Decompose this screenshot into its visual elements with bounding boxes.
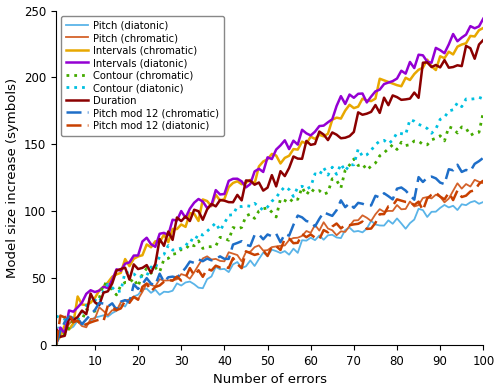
Pitch mod 12 (chromatic) — [308, 220, 314, 224]
Pitch (diatonic) — [450, 203, 456, 208]
Contour (chromatic) — [152, 265, 158, 270]
Duration — [278, 169, 283, 174]
Pitch mod 12 (chromatic) — [480, 156, 486, 160]
Pitch (chromatic) — [472, 178, 478, 182]
Line: Intervals (diatonic): Intervals (diatonic) — [56, 18, 484, 345]
Contour (diatonic) — [476, 95, 482, 100]
Pitch (chromatic) — [156, 277, 162, 281]
Pitch (chromatic) — [480, 181, 486, 185]
Intervals (diatonic) — [273, 147, 279, 152]
Intervals (diatonic) — [458, 35, 464, 40]
Pitch (diatonic) — [480, 200, 486, 204]
Contour (chromatic) — [458, 125, 464, 129]
Pitch mod 12 (diatonic) — [152, 285, 158, 289]
Intervals (chromatic) — [53, 340, 59, 345]
Contour (diatonic) — [278, 189, 283, 194]
Intervals (chromatic) — [480, 25, 486, 30]
Duration — [156, 237, 162, 241]
Line: Pitch mod 12 (chromatic): Pitch mod 12 (chromatic) — [56, 158, 484, 345]
Pitch mod 12 (chromatic) — [135, 287, 141, 291]
Contour (diatonic) — [140, 274, 145, 279]
Duration — [140, 265, 145, 270]
Pitch mod 12 (diatonic) — [446, 191, 452, 195]
Pitch (diatonic) — [53, 325, 59, 330]
Intervals (diatonic) — [53, 343, 59, 348]
Duration — [58, 334, 64, 339]
Contour (diatonic) — [312, 171, 318, 176]
Intervals (chromatic) — [152, 239, 158, 243]
Contour (chromatic) — [446, 125, 452, 129]
Line: Pitch (chromatic): Pitch (chromatic) — [56, 180, 484, 334]
Contour (diatonic) — [74, 318, 80, 323]
Contour (diatonic) — [156, 254, 162, 258]
Duration — [450, 65, 456, 69]
Pitch mod 12 (chromatic) — [152, 283, 158, 287]
Intervals (chromatic) — [135, 254, 141, 259]
Intervals (diatonic) — [135, 253, 141, 258]
Pitch mod 12 (diatonic) — [273, 244, 279, 249]
Line: Pitch (diatonic): Pitch (diatonic) — [56, 201, 484, 330]
Line: Duration: Duration — [56, 40, 484, 337]
Pitch (diatonic) — [463, 203, 469, 207]
Intervals (diatonic) — [446, 42, 452, 47]
Legend: Pitch (diatonic), Pitch (chromatic), Intervals (chromatic), Intervals (diatonic): Pitch (diatonic), Pitch (chromatic), Int… — [61, 16, 224, 136]
Pitch mod 12 (diatonic) — [480, 178, 486, 183]
Intervals (chromatic) — [458, 42, 464, 47]
Contour (chromatic) — [480, 110, 486, 114]
Pitch mod 12 (diatonic) — [458, 195, 464, 200]
Duration — [53, 326, 59, 331]
Intervals (chromatic) — [446, 49, 452, 54]
Line: Contour (diatonic): Contour (diatonic) — [56, 97, 484, 320]
Contour (chromatic) — [135, 284, 141, 289]
Intervals (chromatic) — [273, 153, 279, 158]
Intervals (chromatic) — [308, 134, 314, 139]
Pitch mod 12 (diatonic) — [135, 298, 141, 302]
Pitch mod 12 (chromatic) — [53, 342, 59, 347]
Pitch (diatonic) — [62, 328, 68, 332]
Pitch (diatonic) — [278, 250, 283, 255]
Y-axis label: Model size increase (symbols): Model size increase (symbols) — [6, 78, 18, 278]
Duration — [463, 44, 469, 48]
Pitch (diatonic) — [156, 292, 162, 297]
Pitch (chromatic) — [140, 290, 145, 294]
Duration — [312, 142, 318, 146]
Intervals (diatonic) — [308, 133, 314, 138]
Pitch (chromatic) — [278, 243, 283, 248]
Contour (diatonic) — [53, 314, 59, 318]
Line: Pitch mod 12 (diatonic): Pitch mod 12 (diatonic) — [56, 181, 484, 345]
Pitch mod 12 (diatonic) — [53, 343, 59, 348]
Pitch mod 12 (chromatic) — [458, 170, 464, 174]
Pitch mod 12 (diatonic) — [308, 232, 314, 237]
Intervals (diatonic) — [480, 16, 486, 21]
Contour (diatonic) — [480, 96, 486, 101]
X-axis label: Number of errors: Number of errors — [212, 374, 326, 387]
Contour (diatonic) — [450, 107, 456, 112]
Contour (chromatic) — [308, 187, 314, 191]
Pitch mod 12 (chromatic) — [446, 167, 452, 172]
Pitch (diatonic) — [472, 199, 478, 203]
Pitch mod 12 (chromatic) — [273, 231, 279, 236]
Intervals (diatonic) — [152, 245, 158, 249]
Contour (chromatic) — [53, 343, 59, 348]
Contour (chromatic) — [273, 215, 279, 220]
Pitch (chromatic) — [463, 182, 469, 187]
Pitch (chromatic) — [450, 189, 456, 193]
Pitch (diatonic) — [140, 287, 145, 292]
Line: Contour (chromatic): Contour (chromatic) — [56, 112, 484, 345]
Duration — [480, 38, 486, 42]
Pitch (diatonic) — [312, 238, 318, 243]
Pitch (chromatic) — [53, 327, 59, 332]
Pitch (chromatic) — [312, 223, 318, 227]
Pitch (chromatic) — [58, 332, 64, 337]
Contour (diatonic) — [463, 96, 469, 101]
Line: Intervals (chromatic): Intervals (chromatic) — [56, 28, 484, 343]
